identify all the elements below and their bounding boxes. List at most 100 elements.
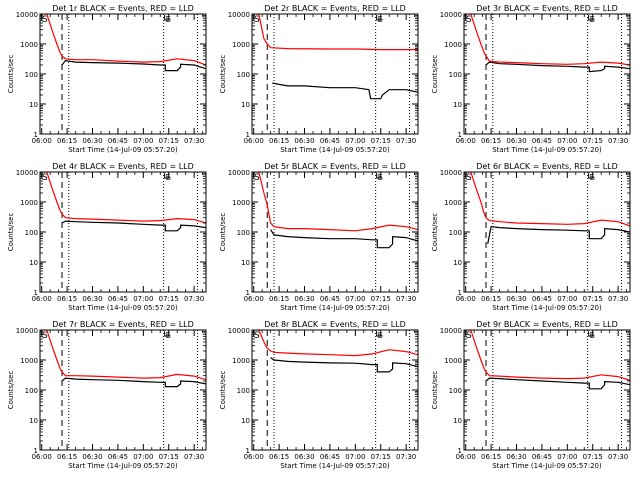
marker-s-label: S	[466, 15, 472, 25]
y-axis-title: Counts/sec	[431, 213, 439, 252]
marker-e-label: E	[378, 15, 383, 24]
y-tick-label: 10000	[228, 327, 250, 335]
panel-title: Det 6r BLACK = Events, RED = LLD	[476, 162, 618, 171]
x-tick-label: 07:15	[159, 295, 179, 303]
y-tick-label: 1	[34, 289, 38, 297]
x-tick-label: 06:00	[32, 137, 52, 145]
y-tick-label: 1	[458, 131, 462, 139]
panel-det-4: Det 4r BLACK = Events, RED = LLD S E 1 10 100…	[7, 162, 207, 312]
y-tick-label: 1000	[232, 199, 250, 207]
x-tick-label: 07:00	[557, 137, 577, 145]
x-tick-label: 07:15	[159, 137, 179, 145]
panel-det-3: Det 3r BLACK = Events, RED = LLD S E 1 10 100…	[431, 4, 631, 154]
x-tick-label: 07:00	[133, 453, 153, 461]
series-group	[464, 14, 630, 73]
x-tick-label: 07:00	[345, 453, 365, 461]
x-tick-label: 07:30	[396, 453, 416, 461]
series-events-line	[270, 357, 418, 373]
plot-frame	[251, 171, 419, 293]
x-tick-label: 07:00	[557, 295, 577, 303]
marker-e-label: E	[166, 331, 171, 340]
x-tick-label: 06:45	[108, 453, 128, 461]
panel-title: Det 4r BLACK = Events, RED = LLD	[52, 162, 194, 171]
x-tick-label: 07:15	[371, 295, 391, 303]
y-tick-label: 10000	[228, 169, 250, 177]
y-tick-label: 10000	[16, 11, 38, 19]
x-tick-label: 06:45	[320, 295, 340, 303]
x-tick-label: 07:15	[583, 295, 603, 303]
y-tick-label: 100	[237, 71, 250, 79]
y-tick-label: 10	[29, 101, 38, 109]
y-tick-label: 100	[25, 229, 38, 237]
plot-frame	[39, 13, 207, 135]
y-tick-label: 1000	[232, 41, 250, 49]
panel-det-5: Det 5r BLACK = Events, RED = LLD S E 1 10 100…	[219, 162, 419, 312]
y-tick-label: 10	[241, 417, 250, 425]
x-tick-label: 07:30	[608, 295, 628, 303]
x-tick-label: 07:15	[583, 453, 603, 461]
x-tick-label: 07:15	[583, 137, 603, 145]
y-tick-label: 1000	[20, 199, 38, 207]
y-tick-label: 10	[453, 259, 462, 267]
x-tick-label: 06:30	[506, 453, 526, 461]
series-lld-line	[40, 330, 206, 381]
x-tick-label: 06:30	[506, 295, 526, 303]
marker-e-label: E	[590, 173, 595, 182]
x-tick-label: 06:00	[244, 137, 264, 145]
series-lld-line	[464, 330, 630, 381]
y-axis-title: Counts/sec	[431, 371, 439, 410]
marker-s-label: S	[42, 173, 48, 183]
x-axis-title: Start Time (14-Jul-09 05:57:20)	[492, 304, 602, 312]
y-tick-label: 1000	[444, 357, 462, 365]
x-tick-label: 06:15	[481, 137, 501, 145]
marker-s-label: S	[466, 331, 472, 341]
y-tick-label: 100	[449, 229, 462, 237]
x-tick-label: 06:30	[82, 137, 102, 145]
marker-e-label: E	[378, 173, 383, 182]
panel-det-1: Det 1r BLACK = Events, RED = LLD S E 1 10 100…	[7, 4, 207, 154]
y-tick-label: 1000	[20, 41, 38, 49]
series-events-line	[270, 229, 418, 249]
series-events-line	[485, 377, 630, 390]
x-tick-label: 06:45	[320, 453, 340, 461]
x-tick-label: 06:00	[244, 453, 264, 461]
panel-title: Det 2r BLACK = Events, RED = LLD	[264, 4, 406, 13]
panel-det-2: Det 2r BLACK = Events, RED = LLD S E 1 10 100…	[219, 4, 419, 154]
x-tick-label: 07:30	[184, 295, 204, 303]
y-axis-title: Counts/sec	[431, 55, 439, 94]
series-lld-line	[40, 14, 206, 66]
x-tick-label: 06:30	[294, 137, 314, 145]
marker-s-label: S	[254, 15, 260, 25]
panel-title: Det 1r BLACK = Events, RED = LLD	[52, 4, 194, 13]
y-tick-label: 10	[29, 259, 38, 267]
series-group	[40, 330, 206, 388]
x-tick-label: 06:00	[456, 453, 476, 461]
marker-s-label: S	[254, 331, 260, 341]
series-group	[464, 330, 630, 390]
x-tick-label: 07:00	[557, 453, 577, 461]
x-tick-label: 07:30	[396, 295, 416, 303]
y-tick-label: 100	[25, 387, 38, 395]
series-group	[40, 172, 206, 232]
x-tick-label: 07:30	[184, 137, 204, 145]
series-events-line	[487, 226, 630, 245]
y-axis-title: Counts/sec	[7, 213, 15, 252]
x-tick-label: 06:30	[82, 295, 102, 303]
x-tick-label: 06:45	[108, 137, 128, 145]
y-tick-label: 1	[458, 289, 462, 297]
x-tick-label: 06:30	[506, 137, 526, 145]
x-axis-title: Start Time (14-Jul-09 05:57:20)	[68, 462, 178, 470]
series-events-line	[485, 61, 630, 73]
y-tick-label: 1000	[232, 357, 250, 365]
plot-frame	[251, 329, 419, 451]
plot-frame	[39, 171, 207, 293]
x-tick-label: 06:45	[320, 137, 340, 145]
plot-frame	[463, 13, 631, 135]
panel-title: Det 3r BLACK = Events, RED = LLD	[476, 4, 618, 13]
plot-frame	[251, 13, 419, 135]
series-group	[464, 172, 630, 245]
marker-e-label: E	[166, 173, 171, 182]
series-lld-line	[464, 172, 630, 227]
series-group	[252, 172, 418, 249]
marker-s-label: S	[42, 331, 48, 341]
